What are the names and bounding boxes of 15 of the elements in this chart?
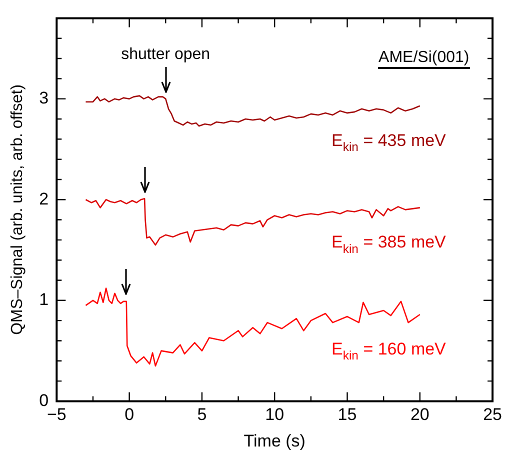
x-tick-label: 25 xyxy=(483,405,502,424)
x-axis-title: Time (s) xyxy=(244,431,306,450)
x-tick-label: 5 xyxy=(197,405,207,424)
y-tick-label: 2 xyxy=(39,189,49,208)
x-tick-label: 10 xyxy=(265,405,284,424)
y-tick-label: 3 xyxy=(39,88,49,108)
y-axis-title: QMS–Signal (arb. units, arb. offset) xyxy=(9,84,26,335)
y-tick-label: 0 xyxy=(39,390,49,410)
annotation: AME/Si(001) xyxy=(378,48,470,70)
annotation: shutter open xyxy=(121,44,210,64)
x-tick-label: 0 xyxy=(124,405,134,424)
x-tick-label: 20 xyxy=(410,405,430,424)
x-tick-label: 15 xyxy=(338,405,357,424)
y-tick-label: 1 xyxy=(39,290,49,310)
x-tick-label: −5 xyxy=(46,405,66,424)
